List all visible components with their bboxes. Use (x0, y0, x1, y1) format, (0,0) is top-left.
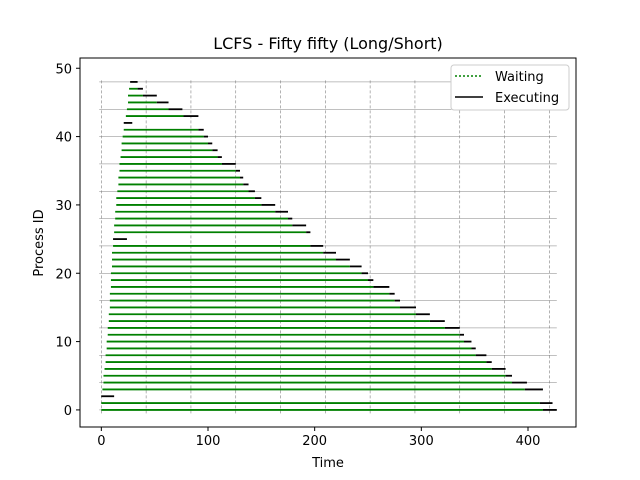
y-tick-label: 0 (64, 404, 72, 419)
ticks-layer: 0 100 200 300 400 0 10 20 30 40 50 (55, 62, 540, 449)
y-tick-label: 40 (55, 131, 72, 146)
x-tick-label: 300 (409, 434, 434, 449)
x-tick-label: 400 (516, 434, 541, 449)
bars-layer (101, 81, 557, 411)
x-tick-label: 100 (196, 434, 221, 449)
y-tick-label: 30 (55, 199, 72, 214)
x-tick-label: 0 (97, 434, 105, 449)
x-axis-label: Time (311, 456, 344, 471)
y-tick-label: 50 (55, 62, 72, 77)
legend-waiting-label: Waiting (495, 70, 544, 85)
legend: Waiting Executing (450, 64, 570, 111)
x-tick-label: 200 (302, 434, 327, 449)
plot-frame (79, 57, 577, 428)
y-tick-label: 10 (55, 336, 72, 351)
legend-executing-label: Executing (495, 91, 559, 106)
chart-title: LCFS - Fifty fifty (Long/Short) (213, 34, 443, 53)
y-tick-label: 20 (55, 267, 72, 282)
y-axis-label: Process ID (32, 209, 47, 276)
